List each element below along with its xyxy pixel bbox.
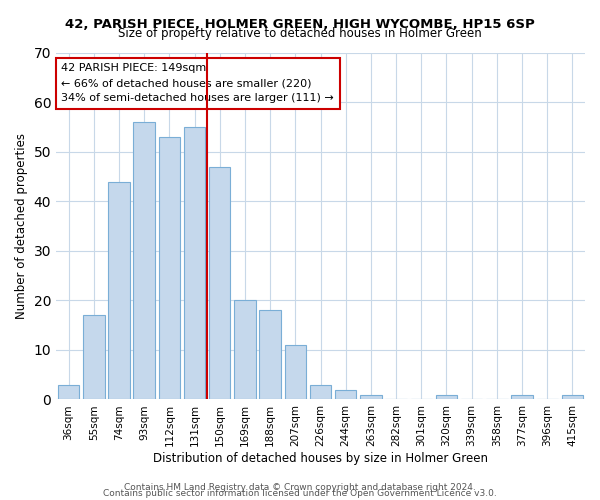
Bar (58, 384, 79, 400)
Bar (310, 384, 331, 400)
Bar (360, 394, 382, 400)
Text: 42, PARISH PIECE, HOLMER GREEN, HIGH WYCOMBE, HP15 6SP: 42, PARISH PIECE, HOLMER GREEN, HIGH WYC… (65, 18, 535, 30)
Bar (83, 316, 104, 400)
Text: 42 PARISH PIECE: 149sqm
← 66% of detached houses are smaller (220)
34% of semi-d: 42 PARISH PIECE: 149sqm ← 66% of detache… (61, 64, 334, 103)
Bar (284, 345, 306, 400)
Bar (335, 390, 356, 400)
X-axis label: Distribution of detached houses by size in Holmer Green: Distribution of detached houses by size … (153, 452, 488, 465)
Bar (133, 122, 155, 400)
Bar (562, 394, 583, 400)
Y-axis label: Number of detached properties: Number of detached properties (15, 133, 28, 319)
Text: Size of property relative to detached houses in Holmer Green: Size of property relative to detached ho… (118, 28, 482, 40)
Bar (436, 394, 457, 400)
Bar (158, 137, 180, 400)
Bar (109, 182, 130, 400)
Bar (511, 394, 533, 400)
Bar (184, 127, 205, 400)
Bar (209, 167, 230, 400)
Text: Contains public sector information licensed under the Open Government Licence v3: Contains public sector information licen… (103, 490, 497, 498)
Bar (234, 300, 256, 400)
Text: Contains HM Land Registry data © Crown copyright and database right 2024.: Contains HM Land Registry data © Crown c… (124, 484, 476, 492)
Bar (259, 310, 281, 400)
